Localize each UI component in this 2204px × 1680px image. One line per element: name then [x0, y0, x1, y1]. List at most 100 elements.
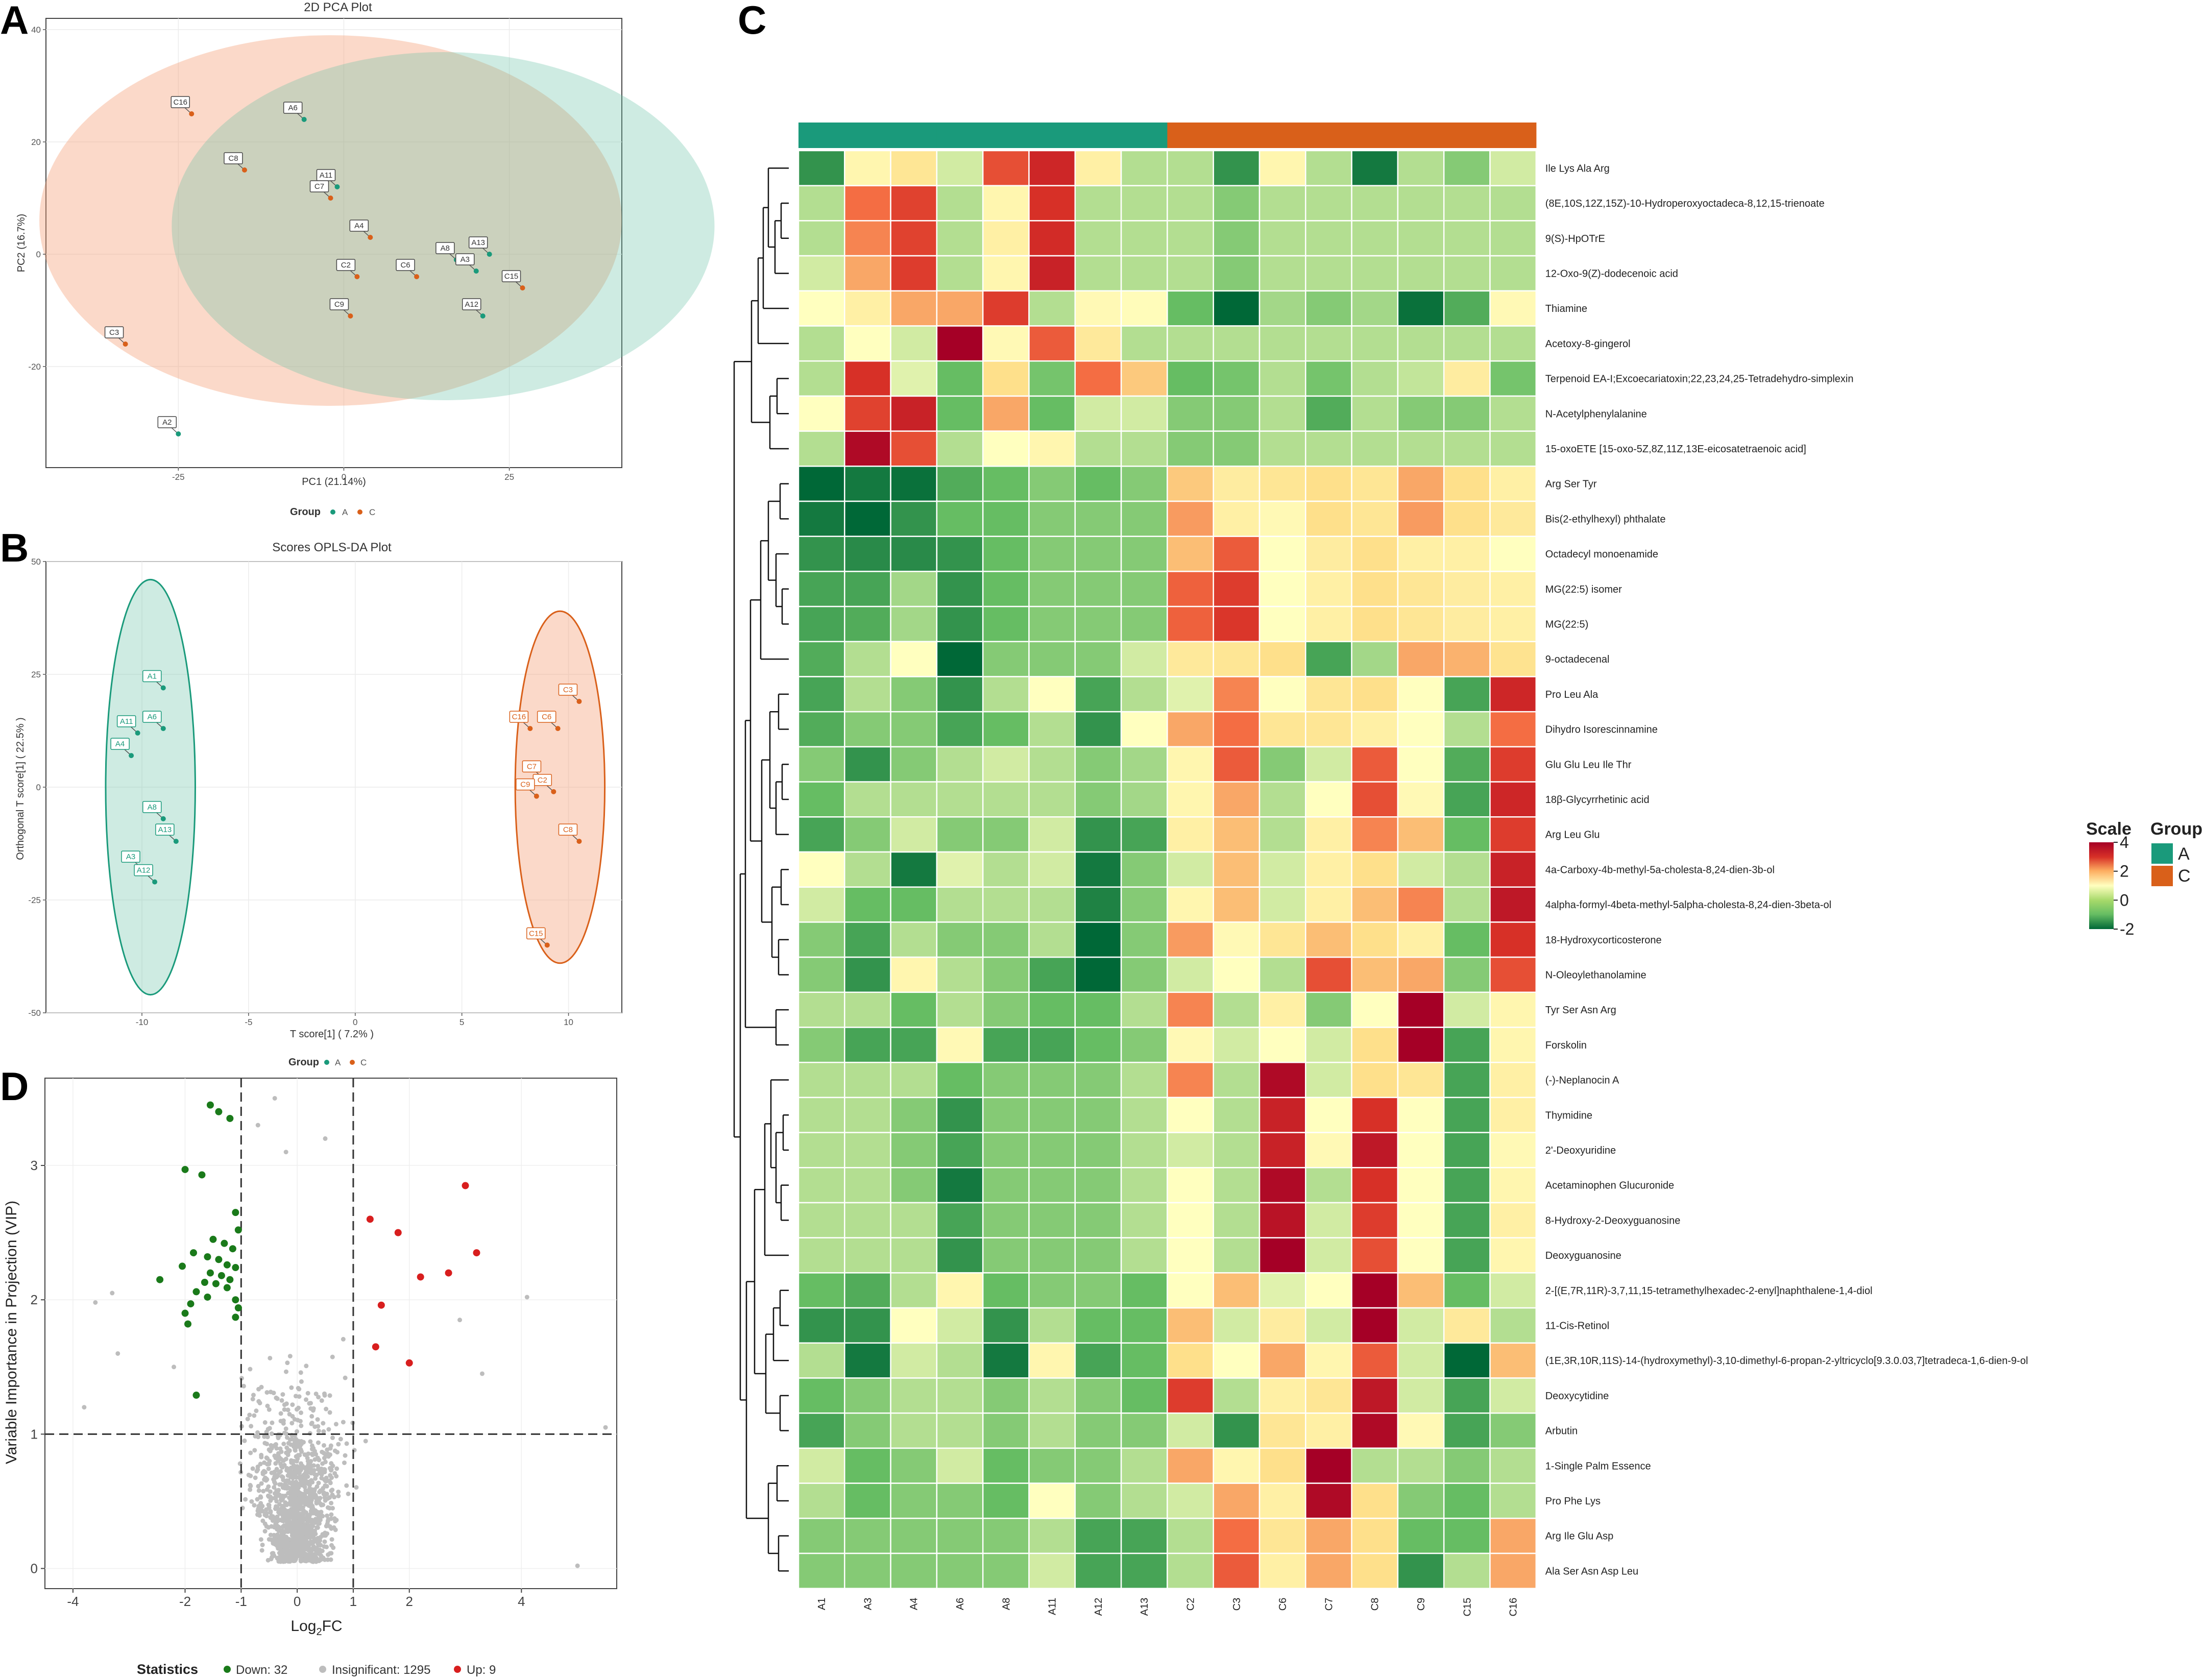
heatmap-cell	[1305, 185, 1352, 222]
heatmap-cell	[1074, 571, 1122, 607]
heatmap-cell	[1443, 220, 1491, 257]
heatmap-cell	[797, 150, 845, 186]
heatmap-cell	[1305, 956, 1352, 993]
heatmap-cell	[1167, 956, 1214, 993]
heatmap-cell	[1305, 360, 1352, 397]
oplsda-point-label: A6	[148, 713, 157, 721]
heatmap-cell	[1213, 220, 1261, 257]
volcano-point-down	[206, 1101, 214, 1109]
heatmap-cell	[1258, 1342, 1306, 1379]
heatmap-cell	[1213, 641, 1261, 677]
volcano-point-insignificant	[246, 1472, 251, 1477]
volcano-point-insignificant	[324, 1475, 329, 1480]
heatmap-cell	[1258, 255, 1306, 292]
volcano-point-insignificant	[308, 1539, 313, 1544]
heatmap-column-label: C7	[1323, 1598, 1335, 1611]
heatmap-cell	[1443, 991, 1491, 1028]
volcano-point-down	[181, 1165, 189, 1173]
heatmap-cell	[844, 255, 891, 292]
volcano-point-insignificant	[283, 1543, 288, 1548]
volcano-point-insignificant	[338, 1436, 343, 1442]
volcano-point-insignificant	[279, 1398, 284, 1403]
oplsda-xtick-label: -5	[245, 1017, 252, 1027]
pca-point-a	[473, 269, 479, 274]
oplsda-label-box	[134, 864, 153, 876]
heatmap-cell	[1120, 991, 1168, 1028]
volcano-point-insignificant	[316, 1536, 321, 1541]
heatmap-cell	[1028, 746, 1076, 783]
heatmap-cell	[1258, 395, 1306, 432]
heatmap-cell	[1167, 851, 1214, 888]
heatmap-cell	[1489, 500, 1537, 537]
heatmap-cell	[1028, 1447, 1076, 1484]
volcano-point-insignificant	[287, 1521, 292, 1526]
heatmap-cell	[1213, 1061, 1261, 1099]
oplsda-ytick-label: 0	[36, 783, 41, 792]
heatmap-row-label: Bis(2-ethylhexyl) phthalate	[1545, 514, 1666, 525]
volcano-point-insignificant	[286, 1508, 291, 1514]
heatmap-cell	[1397, 676, 1445, 713]
heatmap-cell	[936, 1518, 984, 1554]
heatmap-cell	[844, 886, 891, 923]
volcano-point-insignificant	[327, 1410, 332, 1415]
heatmap-cell	[844, 395, 891, 432]
heatmap-cell	[1028, 220, 1076, 257]
heatmap-cell	[1120, 430, 1168, 467]
heatmap-cell	[1489, 781, 1537, 818]
heatmap-cell	[1489, 571, 1537, 607]
heatmap-cell	[1305, 1552, 1352, 1589]
heatmap-cell	[1167, 290, 1214, 327]
heatmap-column-label: C6	[1277, 1598, 1289, 1611]
pca-label-box	[283, 102, 303, 114]
heatmap-cell	[1305, 500, 1352, 537]
heatmap-cell	[1028, 1377, 1076, 1414]
heatmap-cell	[1213, 1167, 1261, 1204]
heatmap-cell	[982, 1377, 1030, 1414]
heatmap-cell	[1167, 466, 1214, 502]
heatmap-cell	[1074, 816, 1122, 853]
volcano-point-insignificant	[271, 1551, 276, 1556]
volcano-point-down	[234, 1226, 242, 1234]
heatmap-cell	[1120, 1237, 1168, 1274]
heatmap-cell	[1397, 571, 1445, 607]
volcano-point-insignificant	[262, 1513, 268, 1518]
heatmap-cell	[1213, 1307, 1261, 1344]
heatmap-cell	[844, 676, 891, 713]
volcano-point-insignificant	[330, 1505, 335, 1511]
volcano-point-down	[212, 1280, 220, 1287]
volcano-point-insignificant	[322, 1470, 327, 1475]
volcano-point-insignificant	[299, 1379, 304, 1384]
heatmap-cell	[1074, 430, 1122, 467]
heatmap-cell	[1305, 1202, 1352, 1238]
heatmap-cell	[982, 1202, 1030, 1238]
volcano-point-insignificant	[243, 1497, 248, 1502]
heatmap-cell	[1120, 1167, 1168, 1204]
heatmap-cell	[890, 571, 938, 607]
volcano-point-insignificant	[265, 1403, 270, 1408]
oplsda-point-label: C15	[529, 929, 543, 938]
volcano-point-insignificant	[286, 1491, 291, 1496]
heatmap-cell	[1443, 185, 1491, 222]
heatmap-column-labels: A1 A3 A4 A6 A8 A11 A12 A13 C2 C3 C6 C7 C8 C9 C15 C16	[816, 1598, 1519, 1617]
volcano-ytick-label: 0	[31, 1561, 38, 1576]
heatmap-cell	[1074, 1202, 1122, 1238]
volcano-point-insignificant	[259, 1481, 264, 1486]
heatmap-cell	[844, 1202, 891, 1238]
heatmap-cell	[844, 325, 891, 362]
heatmap-row-label: (-)-Neplanocin A	[1545, 1075, 1619, 1086]
heatmap-cell	[797, 816, 845, 853]
volcano-point-insignificant	[316, 1467, 321, 1472]
volcano-point-insignificant	[242, 1438, 247, 1443]
heatmap-cell	[1074, 921, 1122, 958]
oplsda-point-c	[576, 839, 582, 844]
heatmap-cell	[1489, 395, 1537, 432]
heatmap-row-labels: Ile Lys Ala Arg (8E,10S,12Z,15Z)-10-Hydro…	[1545, 163, 2028, 1577]
volcano-legend-down-marker	[224, 1666, 231, 1673]
volcano-point-insignificant	[277, 1502, 282, 1507]
volcano-point-insignificant	[329, 1516, 334, 1521]
heatmap-cell	[982, 886, 1030, 923]
heatmap-row-dendrogram	[733, 167, 789, 1572]
heatmap-cell	[1074, 1342, 1122, 1379]
heatmap-column-label: A8	[1001, 1598, 1012, 1610]
